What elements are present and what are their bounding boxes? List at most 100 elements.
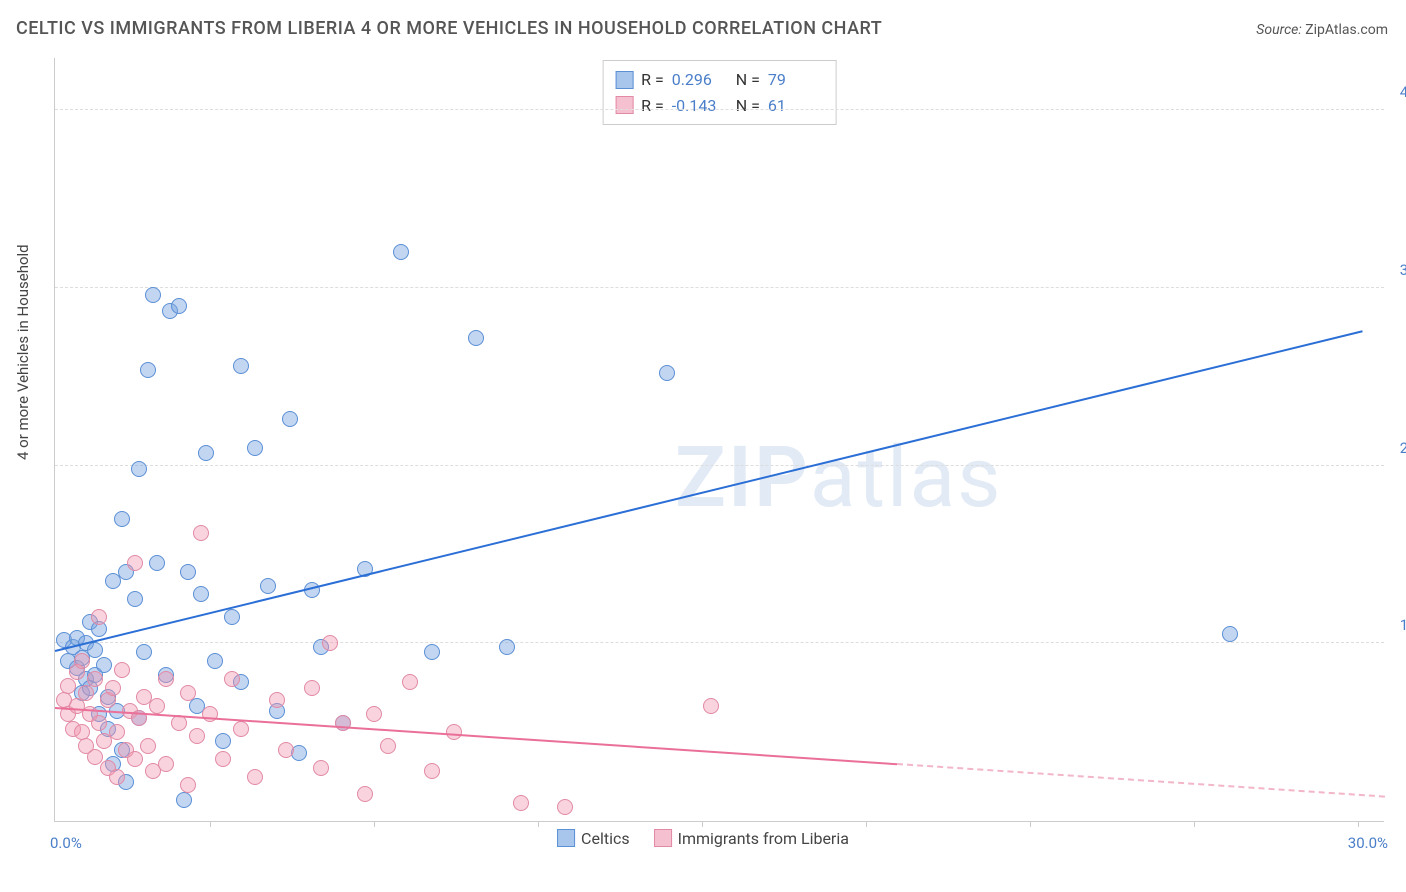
x-tick [538, 821, 539, 827]
watermark: ZIPatlas [675, 428, 1003, 527]
y-axis-label: 4 or more Vehicles in Household [14, 244, 32, 460]
stat-n-value: 61 [768, 93, 824, 119]
scatter-point-liberia [189, 728, 205, 744]
scatter-point-liberia [322, 635, 338, 651]
stat-n-label: N = [736, 93, 760, 119]
scatter-point-liberia [703, 698, 719, 714]
scatter-point-celtics [260, 578, 276, 594]
legend-swatch-celtics [615, 71, 633, 89]
y-tick-label: 10.0% [1390, 616, 1406, 634]
correlation-stats-legend: R =0.296N =79R =-0.143N =61 [602, 60, 837, 125]
scatter-point-celtics [282, 411, 298, 427]
scatter-point-liberia [78, 685, 94, 701]
scatter-point-liberia [114, 662, 130, 678]
scatter-point-liberia [180, 685, 196, 701]
legend-item-liberia: Immigrants from Liberia [654, 829, 849, 848]
scatter-point-celtics [215, 733, 231, 749]
scatter-point-liberia [109, 724, 125, 740]
scatter-point-liberia [233, 721, 249, 737]
scatter-point-celtics [393, 244, 409, 260]
stat-n-label: N = [736, 67, 760, 93]
gridline [55, 465, 1384, 466]
trend-line [55, 707, 897, 765]
scatter-point-liberia [105, 680, 121, 696]
scatter-point-liberia [158, 671, 174, 687]
scatter-point-celtics [1222, 626, 1238, 642]
scatter-point-celtics [140, 362, 156, 378]
x-tick [866, 821, 867, 827]
scatter-point-celtics [233, 358, 249, 374]
legend-item-celtics: Celtics [557, 829, 630, 848]
scatter-point-liberia [247, 769, 263, 785]
source-value: ZipAtlas.com [1305, 22, 1388, 38]
trend-line [55, 330, 1363, 652]
chart-plot-area: ZIPatlas R =0.296N =79R =-0.143N =61 10.… [54, 58, 1384, 822]
y-tick-label: 20.0% [1390, 439, 1406, 457]
scatter-point-celtics [247, 440, 263, 456]
scatter-point-liberia [109, 769, 125, 785]
scatter-point-liberia [127, 555, 143, 571]
scatter-point-celtics [96, 657, 112, 673]
scatter-point-liberia [140, 738, 156, 754]
scatter-point-celtics [171, 298, 187, 314]
scatter-point-liberia [557, 799, 573, 815]
scatter-point-liberia [202, 706, 218, 722]
scatter-point-liberia [149, 698, 165, 714]
scatter-point-celtics [207, 653, 223, 669]
scatter-point-celtics [424, 644, 440, 660]
scatter-point-liberia [424, 763, 440, 779]
scatter-point-liberia [278, 742, 294, 758]
x-axis-max-label: 30.0% [1348, 834, 1388, 852]
x-tick [1358, 821, 1359, 827]
scatter-point-liberia [304, 680, 320, 696]
scatter-point-liberia [127, 751, 143, 767]
scatter-point-celtics [468, 330, 484, 346]
scatter-point-liberia [402, 674, 418, 690]
scatter-point-celtics [149, 555, 165, 571]
trend-line-dashed [897, 763, 1385, 798]
x-tick [1030, 821, 1031, 827]
stat-row-celtics: R =0.296N =79 [615, 67, 824, 93]
scatter-point-liberia [224, 671, 240, 687]
scatter-point-celtics [180, 564, 196, 580]
stat-r-value: -0.143 [672, 93, 728, 119]
scatter-point-liberia [357, 786, 373, 802]
scatter-point-celtics [176, 792, 192, 808]
scatter-point-liberia [215, 751, 231, 767]
x-tick [702, 821, 703, 827]
stat-row-liberia: R = -0.143 N = 61 [615, 93, 824, 119]
source-label: Source: [1256, 22, 1301, 38]
y-tick-label: 40.0% [1390, 83, 1406, 101]
scatter-point-liberia [60, 678, 76, 694]
scatter-point-liberia [446, 724, 462, 740]
gridline [55, 287, 1384, 288]
scatter-point-celtics [136, 644, 152, 660]
scatter-point-celtics [114, 511, 130, 527]
stat-r-label: R = [641, 93, 664, 119]
gridline [55, 642, 1384, 643]
scatter-point-celtics [131, 461, 147, 477]
scatter-point-liberia [313, 760, 329, 776]
legend-swatch-liberia [654, 829, 672, 847]
scatter-point-liberia [380, 738, 396, 754]
series-legend: Celtics Immigrants from Liberia [557, 829, 849, 848]
legend-swatch-celtics [557, 829, 575, 847]
scatter-point-liberia [91, 715, 107, 731]
scatter-point-celtics [198, 445, 214, 461]
legend-label: Immigrants from Liberia [678, 829, 849, 848]
scatter-point-liberia [180, 777, 196, 793]
scatter-point-celtics [193, 586, 209, 602]
legend-swatch-liberia [615, 96, 633, 114]
x-tick [1194, 821, 1195, 827]
scatter-point-liberia [193, 525, 209, 541]
watermark-bold: ZIP [675, 428, 810, 527]
gridline [55, 109, 1384, 110]
legend-label: Celtics [581, 829, 630, 848]
x-tick [210, 821, 211, 827]
chart-title: CELTIC VS IMMIGRANTS FROM LIBERIA 4 OR M… [16, 18, 882, 39]
scatter-point-liberia [74, 653, 90, 669]
scatter-point-celtics [659, 365, 675, 381]
scatter-point-liberia [269, 692, 285, 708]
stat-r-value: 0.296 [672, 67, 728, 93]
x-axis-min-label: 0.0% [50, 834, 82, 852]
